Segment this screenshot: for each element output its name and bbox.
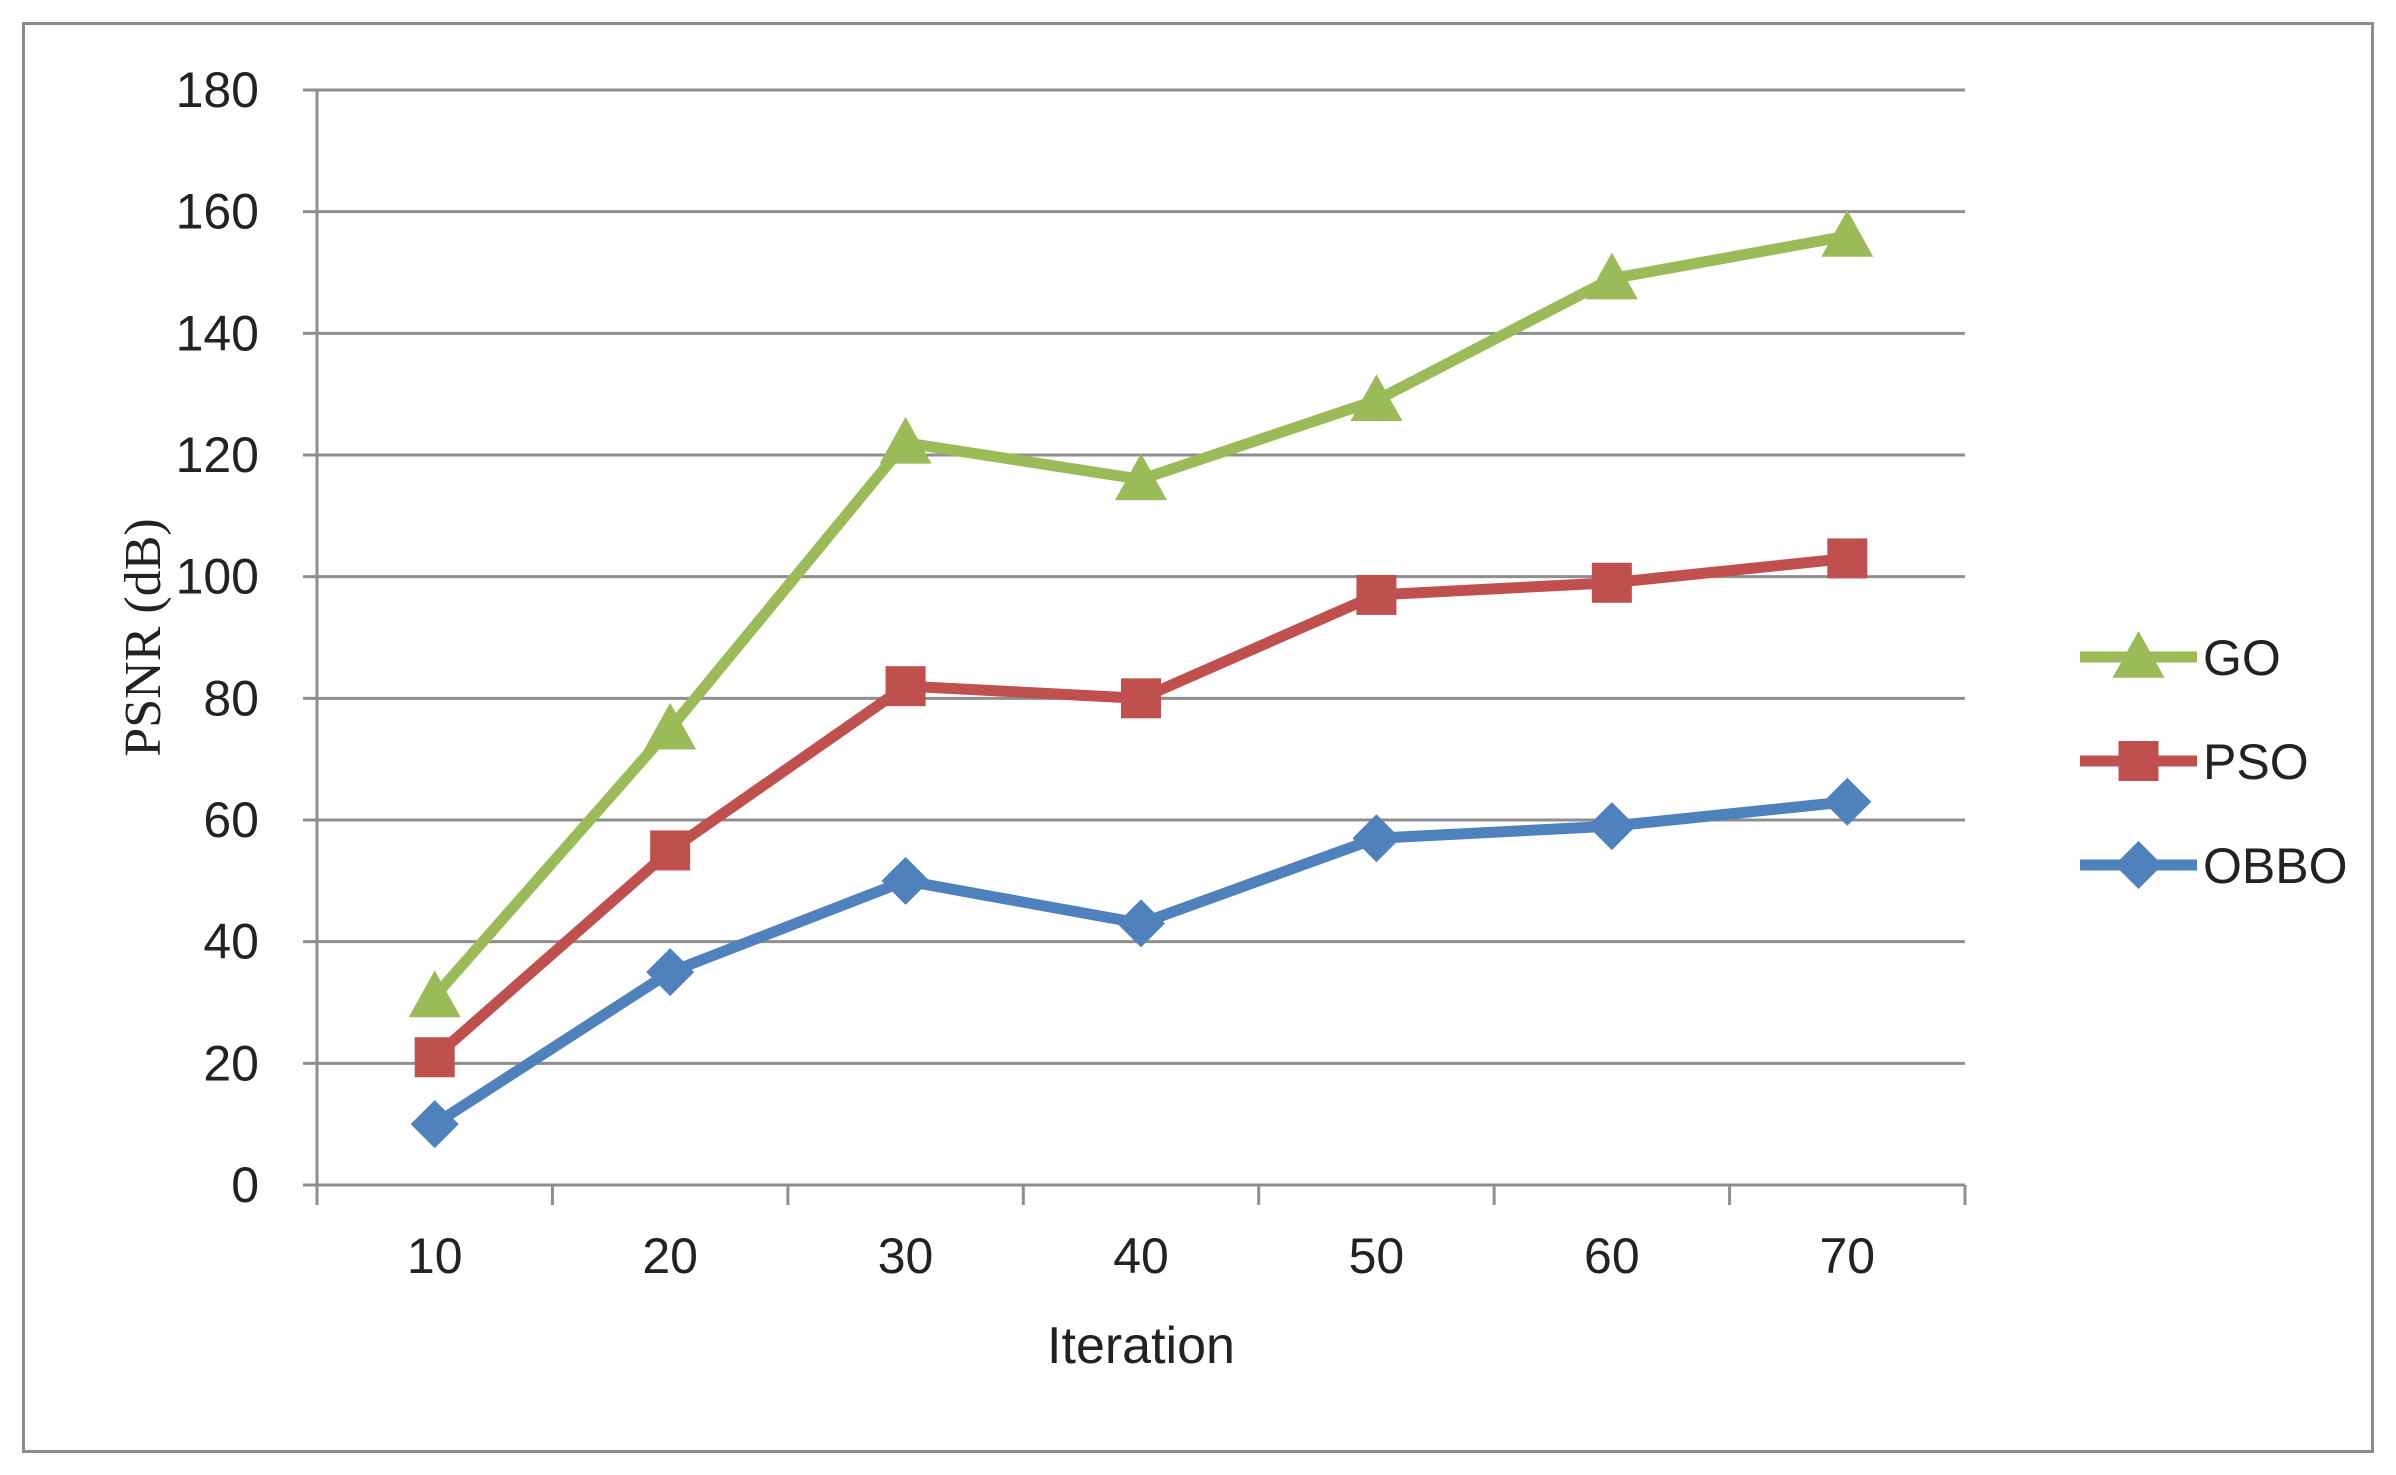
data-point-pso <box>1121 678 1161 719</box>
x-tick-label: 10 <box>407 1228 463 1284</box>
data-point-obbo <box>646 948 695 997</box>
legend-label-pso: PSO <box>2203 734 2309 790</box>
y-tick-label: 80 <box>203 670 259 726</box>
series-line-go <box>429 230 1853 1002</box>
x-tick-label: 40 <box>1113 1228 1169 1284</box>
data-point-pso <box>650 830 691 871</box>
x-tick-label: 50 <box>1349 1228 1405 1284</box>
series-lines <box>408 210 1874 1149</box>
chart-frame: 0 20 40 60 80 100 120 140 160 180 10 20 30 40 50 60 70 … <box>22 22 2374 1453</box>
y-tick-label: 20 <box>203 1035 259 1091</box>
data-point-go <box>1350 374 1403 422</box>
y-tick-label: 140 <box>176 305 259 361</box>
y-tick-label: 40 <box>203 914 259 970</box>
data-point-pso <box>414 1037 455 1078</box>
x-tick-label: 70 <box>1819 1228 1875 1284</box>
y-tick-label: 120 <box>176 427 259 483</box>
y-tick-label: 100 <box>176 549 259 605</box>
series-obbo <box>410 777 1872 1149</box>
legend-marker-pso <box>2118 741 2159 781</box>
y-tick-label: 60 <box>203 792 259 848</box>
x-tick-labels: 10 20 30 40 50 60 70 <box>407 1228 1875 1284</box>
y-tick-label: 0 <box>231 1157 259 1213</box>
legend-item-pso: PSO <box>2080 734 2309 790</box>
y-axis-title: PSNR (dB) <box>115 518 172 756</box>
legend: GO PSO OBBO <box>2080 630 2347 894</box>
y-tick-label: 180 <box>176 62 259 118</box>
data-point-pso <box>1591 562 1632 603</box>
legend-item-obbo: OBBO <box>2080 838 2347 894</box>
y-tick-labels: 0 20 40 60 80 100 120 140 160 180 <box>176 62 259 1213</box>
x-tick-label: 30 <box>878 1228 934 1284</box>
y-tick-label: 160 <box>176 184 259 240</box>
data-point-go <box>1115 453 1167 501</box>
data-point-obbo <box>1117 899 1165 948</box>
legend-item-go: GO <box>2080 630 2281 686</box>
x-tick-label: 60 <box>1584 1228 1640 1284</box>
data-point-go <box>644 702 697 750</box>
legend-label-go: GO <box>2203 630 2281 686</box>
data-point-go <box>1585 252 1638 300</box>
data-point-pso <box>1827 538 1868 579</box>
x-axis-title: Iteration <box>1047 1317 1235 1375</box>
data-point-pso <box>885 666 926 707</box>
data-point-go <box>1821 210 1874 257</box>
legend-marker-go <box>2112 631 2165 678</box>
data-point-obbo <box>410 1100 459 1149</box>
data-point-obbo <box>1587 802 1636 851</box>
data-point-go <box>879 416 932 464</box>
legend-marker-obbo <box>2114 841 2163 889</box>
data-point-obbo <box>881 856 930 905</box>
legend-label-obbo: OBBO <box>2203 838 2347 894</box>
data-point-pso <box>1356 574 1397 615</box>
series-line-obbo <box>429 796 1853 1130</box>
series-go <box>408 210 1874 1018</box>
series-pso <box>414 538 1868 1078</box>
x-tick-label: 20 <box>642 1228 698 1284</box>
data-point-go <box>408 970 461 1018</box>
axes <box>303 88 1967 1205</box>
data-point-obbo <box>1823 777 1872 826</box>
data-point-obbo <box>1352 814 1401 863</box>
